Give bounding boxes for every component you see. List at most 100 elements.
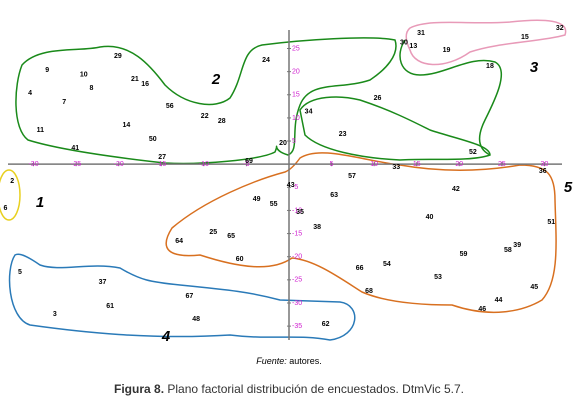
y-tick-label: -5 (292, 184, 298, 191)
cluster-outline (15, 37, 397, 165)
point-label: 8 (89, 85, 93, 92)
y-tick-label: -25 (292, 277, 302, 284)
point-label: 44 (495, 297, 503, 304)
point-label: 9 (45, 67, 49, 74)
point-label: 29 (114, 53, 122, 60)
point-label: 59 (460, 251, 468, 258)
figure-label: Figura 8. (114, 382, 164, 396)
point-label: 66 (356, 265, 364, 272)
point-label: 67 (185, 293, 193, 300)
x-tick-label: -30 (28, 161, 38, 168)
y-tick-label: 10 (292, 115, 300, 122)
cluster-label: 5 (564, 179, 573, 196)
point-label: 61 (106, 303, 114, 310)
point-label: 63 (330, 192, 338, 199)
x-tick-label: -10 (199, 161, 209, 168)
cluster-label: 3 (530, 59, 539, 76)
cluster-outline (405, 19, 567, 66)
x-tick-label: 15 (413, 161, 421, 168)
point-label: 15 (521, 34, 529, 41)
point-label: 16 (141, 81, 149, 88)
y-tick-label: 15 (292, 92, 300, 99)
cluster-label: 4 (161, 328, 171, 345)
cluster-label: 1 (36, 194, 44, 211)
point-label: 40 (426, 214, 434, 221)
point-label: 38 (313, 224, 321, 231)
source-label: Fuente: (256, 356, 287, 366)
source-text: autores. (289, 356, 322, 366)
point-label: 31 (417, 30, 425, 37)
point-label: 41 (71, 145, 79, 152)
point-label: 51 (547, 219, 555, 226)
point-label: 25 (209, 229, 217, 236)
point-label: 21 (131, 76, 139, 83)
x-tick-label: 20 (455, 161, 463, 168)
cluster-outline (0, 169, 21, 221)
point-label: 65 (227, 233, 235, 240)
point-label: 68 (365, 288, 373, 295)
point-label: 5 (18, 269, 22, 276)
point-label: 26 (374, 95, 382, 102)
x-tick-label: 25 (498, 161, 506, 168)
point-label: 10 (80, 71, 88, 78)
point-label: 42 (452, 186, 460, 193)
source: Fuente: autores. (256, 356, 322, 366)
point-label: 2 (10, 178, 14, 185)
point-label: 19 (443, 47, 451, 54)
y-tick-label: 20 (292, 68, 300, 75)
point-label: 39 (513, 242, 521, 249)
point-label: 49 (253, 196, 261, 203)
y-tick-label: -15 (292, 230, 302, 237)
point-label: 32 (556, 25, 564, 32)
point-label: 60 (236, 256, 244, 263)
point-label: 52 (469, 149, 477, 156)
point-label: 4 (28, 90, 32, 97)
point-label: 62 (322, 321, 330, 328)
point-label: 20 (279, 140, 287, 147)
point-label: 54 (383, 261, 391, 268)
point-label: 37 (99, 279, 107, 286)
point-label: 18 (486, 63, 494, 70)
point-label: 6 (3, 205, 7, 212)
point-label: 36 (539, 168, 547, 175)
x-tick-label: -5 (243, 161, 249, 168)
caption: Figura 8. Plano factorial distribución d… (114, 382, 464, 396)
y-tick-label: -35 (292, 323, 302, 330)
x-tick-label: -20 (114, 161, 124, 168)
point-label: 50 (149, 136, 157, 143)
x-tick-label: -25 (71, 161, 81, 168)
point-label: 13 (409, 43, 417, 50)
point-label: 35 (296, 209, 304, 216)
point-label: 14 (122, 122, 130, 129)
point-label: 56 (166, 103, 174, 110)
point-label: 64 (175, 238, 183, 245)
x-tick-label: 30 (541, 161, 549, 168)
point-label: 23 (339, 131, 347, 138)
point-label: 30 (400, 39, 408, 46)
point-label: 48 (192, 316, 200, 323)
point-label: 57 (348, 173, 356, 180)
x-tick-label: 10 (370, 161, 378, 168)
point-label: 69 (245, 158, 253, 165)
y-tick-label: -10 (292, 207, 302, 214)
point-label: 45 (530, 284, 538, 291)
y-tick-label: -20 (292, 254, 302, 261)
point-label: 11 (37, 127, 45, 134)
cluster-outline (8, 253, 356, 341)
x-tick-label: -15 (156, 161, 166, 168)
point-label: 53 (434, 274, 442, 281)
point-label: 43 (287, 182, 295, 189)
point-label: 55 (270, 201, 278, 208)
point-label: 7 (62, 99, 66, 106)
point-label: 33 (392, 164, 400, 171)
point-label: 46 (478, 306, 486, 313)
point-label: 3 (53, 311, 57, 318)
point-label: 22 (201, 113, 209, 120)
y-tick-label: 25 (292, 45, 300, 52)
point-label: 28 (218, 118, 226, 125)
y-tick-label: 5 (292, 138, 296, 145)
point-label: 58 (504, 247, 512, 254)
cluster-outline (399, 39, 503, 156)
point-label: 24 (262, 57, 270, 64)
